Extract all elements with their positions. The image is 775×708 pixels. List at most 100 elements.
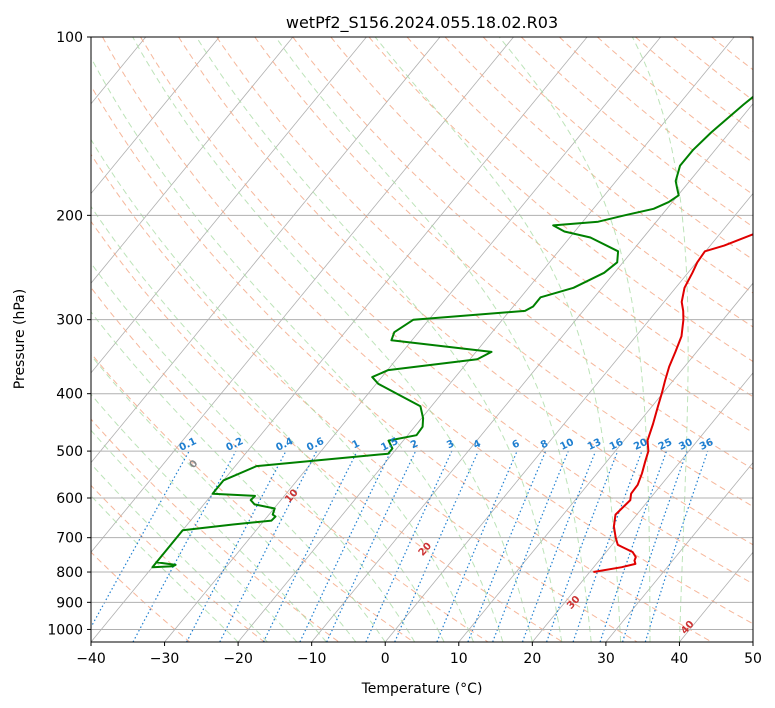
y-tick-label: 100 [56,30,83,46]
moist-adiabat-line [91,56,504,642]
chart-title: wetPf2_S156.2024.055.18.02.R03 [286,13,558,33]
isotherm-line [91,37,367,374]
y-tick-label: 700 [56,531,83,547]
mixing-ratio-line [546,450,619,642]
mixing-ratio-line [219,450,318,642]
x-tick-label: −10 [297,651,327,667]
mixing-ratio-label: 6 [510,438,521,451]
dry-adiabat-line [520,37,753,228]
x-axis-label: Temperature (°C) [361,681,483,697]
isotherm-line [91,37,294,284]
dry-adiabat-lines [91,37,753,642]
mixing-ratio-label: 20 [632,437,649,453]
moist-adiabat-line [91,138,474,642]
dry-adiabat-line [91,153,638,642]
mixing-ratio-line [436,450,518,642]
x-tick-label: 20 [523,651,541,667]
mixing-ratio-label: 13 [586,437,603,453]
profile-series [151,95,753,573]
moist-adiabat-line [132,37,533,642]
x-tick-label: 0 [381,651,390,667]
mixing-ratio-line [622,450,688,642]
y-tick-label: 1000 [47,622,83,638]
y-tick-label: 400 [56,387,83,403]
dry-adiabat-line [559,37,753,196]
mixing-ratio-line [492,450,569,642]
mixing-ratio-line [644,450,709,642]
y-tick-label: 500 [56,444,83,460]
mixing-ratio-lines [91,450,709,642]
x-tick-label: −40 [76,651,106,667]
isotherm-line [458,282,753,642]
isotherm-line [384,192,753,642]
mixing-ratio-line [365,450,453,642]
mixing-ratio-label: 2 [409,438,420,451]
dry-adiabat-line [91,484,265,642]
mixing-ratio-label: 16 [608,437,625,453]
y-axis-ticks: 100 200 300 400 500 600 700 800 900 1000 [47,30,91,638]
mixing-ratio-line [91,450,190,629]
dry-adiabat-line [178,37,753,546]
moist-adiabat-line [91,354,357,642]
mixing-ratio-label: 36 [698,437,715,453]
mixing-ratio-line [394,450,479,642]
mixing-ratio-label: 8 [539,438,550,451]
mixing-ratio-label: 1 [351,438,362,451]
moist-adiabat-line [498,37,651,642]
x-tick-label: 50 [744,651,762,667]
x-tick-label: 40 [671,651,689,667]
dry-adiabat-line [91,352,414,642]
isotherm-line [91,37,220,195]
x-axis-ticks: −40 −30 −20 −10 0 10 20 30 40 50 [76,642,762,667]
mixing-ratio-label: 30 [677,437,694,453]
dry-adiabat-line [216,37,753,508]
dry-adiabat-line [91,220,563,642]
moist-adiabat-line [275,37,592,642]
mixing-ratio-label: 10 [559,437,576,453]
isotherm-line [237,37,735,642]
y-tick-label: 300 [56,313,83,329]
isotherm-line [91,37,441,464]
mixing-ratio-line [262,450,358,642]
isotherm-line [532,372,753,642]
x-tick-label: 30 [597,651,615,667]
x-tick-label: −20 [223,651,253,667]
moist-adiabat-line [91,311,386,642]
mixing-ratio-line [599,450,668,642]
dry-adiabat-line [292,37,753,434]
y-tick-label: 600 [56,491,83,507]
dry-adiabat-line [91,286,489,642]
plot-frame [90,36,754,643]
y-axis-label: Pressure (hPa) [12,289,28,389]
mixing-ratio-label: 3 [445,438,456,451]
dry-adiabat-line [254,37,753,470]
y-tick-label: 200 [56,208,83,224]
x-tick-label: 10 [450,651,468,667]
y-tick-label: 800 [56,565,83,581]
moist-adiabat-line [374,37,622,642]
x-tick-label: −30 [150,651,180,667]
moist-adiabat-line [91,495,239,642]
mixing-ratio-label: 4 [472,438,483,451]
moist-adiabat-line [91,393,327,642]
dry-adiabat-line [140,37,753,585]
isotherm-line [164,37,661,642]
moist-adiabat-line [195,37,563,642]
mixing-ratio-label: 25 [657,437,674,453]
dry-adiabat-line [102,37,753,625]
dry-adiabat-line [444,37,753,294]
mixing-ratio-line [467,450,547,642]
isotherm-line [605,461,753,642]
dry-adiabat-line [368,37,753,363]
isotherm-line [91,37,514,553]
mixing-ratio-line [572,450,643,642]
temperature-line [593,233,753,573]
dry-adiabat-line [91,84,713,642]
mixing-ratio-line [521,450,597,642]
moist-adiabat-lines [91,37,689,642]
dry-adiabat-line [406,37,753,328]
dry-adiabat-line [330,37,753,398]
y-tick-label: 900 [56,595,83,611]
